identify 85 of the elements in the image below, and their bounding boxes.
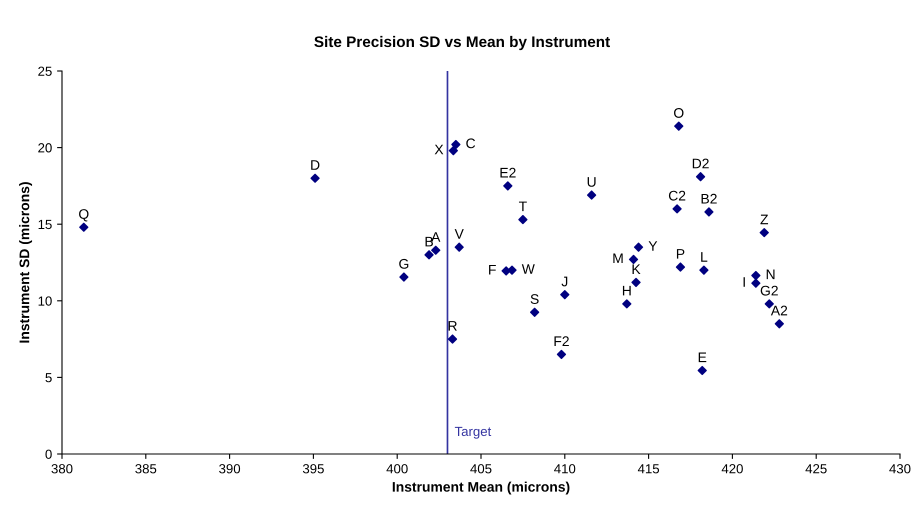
annotation: D [311,160,320,170]
annotation: I [744,277,745,287]
y-tick-label: 5 [45,373,52,382]
ref-line-label: Target [454,426,492,439]
annotation: O [674,108,684,118]
point [696,172,706,182]
point [631,278,641,288]
annotation: F2 [554,336,569,346]
annotation: B [426,236,433,246]
annotation: J [562,276,568,286]
annotation: P [676,249,684,259]
point [586,190,596,200]
annotation: H [622,286,631,296]
y-tick-label: 25 [38,66,52,76]
point [451,140,460,150]
annotation: G [399,258,408,269]
point [698,366,707,376]
point [448,334,458,344]
annotation: E2 [500,168,516,178]
y-axis-title: Instrument SD (microns) [19,182,32,343]
annotation: S [530,294,539,304]
x-tick-label: 390 [219,464,240,474]
point [676,262,686,272]
annotation: T [518,202,527,212]
annotation: G2 [760,286,778,296]
y-tick-label: 15 [38,220,52,230]
annotation: L [701,252,708,262]
chart-title: Site Precision SD vs Mean by Instrument [314,36,610,50]
annotation: Y [648,241,658,251]
point [79,222,88,232]
annotation: M [613,253,623,264]
annotation: V [454,229,464,239]
point [507,266,517,275]
point [310,174,320,183]
x-tick-label: 405 [470,464,492,474]
y-tick-label: 20 [38,143,52,153]
x-tick-label: 395 [302,464,324,474]
point [454,242,464,252]
annotation: X [434,144,444,154]
x-tick-label: 425 [805,464,827,474]
point [560,290,570,300]
point [751,270,760,280]
point [424,250,434,260]
annotation: C2 [668,190,686,201]
point [699,266,709,275]
x-tick-label: 415 [638,464,660,474]
point [448,146,458,156]
point [774,319,784,328]
point [530,308,540,317]
point [399,272,409,282]
annotation: C [466,138,476,148]
point [518,214,528,224]
x-tick-label: 385 [135,464,156,474]
x-tick-label: 380 [51,464,72,474]
annotation: A [431,232,440,242]
point [622,299,632,308]
x-tick-label: 410 [554,464,576,474]
annotation: U [588,177,596,187]
annotation: A2 [770,306,788,316]
x-tick-label: 420 [722,464,743,474]
point [760,228,769,238]
annotation: N [766,270,774,280]
annotation: Q [79,209,89,222]
annotation: F [489,264,496,275]
point [431,246,440,255]
point [634,242,644,252]
point [556,350,566,360]
point [628,254,638,264]
y-tick-label: 10 [38,296,52,306]
x-axis-title: Instrument Mean (microns) [392,482,570,495]
annotation: K [632,264,641,274]
annotation: D2 [692,158,709,168]
annotation: R [448,321,457,331]
point [751,278,760,288]
annotation: Z [760,214,768,224]
x-tick-label: 400 [386,464,408,474]
annotation: E [698,352,706,362]
point [704,207,714,217]
point [503,181,512,191]
y-tick-label: 0 [45,450,52,459]
x-tick-label: 430 [889,464,910,474]
annotation: W [522,264,535,274]
point [674,122,684,131]
point [672,204,682,214]
annotation: B2 [702,194,717,204]
